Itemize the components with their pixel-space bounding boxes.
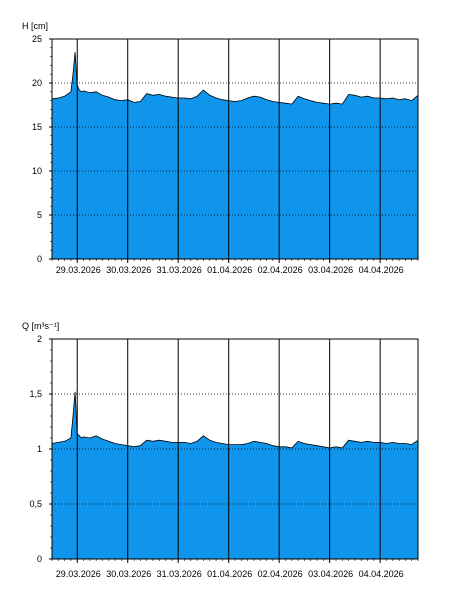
y-tick-label: 15 [32,122,42,132]
y-tick-label: 0 [37,554,42,564]
x-tick-label: 30.03.2026 [106,569,151,579]
y-tick-label: 0 [37,254,42,264]
data-area [52,391,418,559]
x-tick-label: 02.04.2026 [258,569,303,579]
x-tick-label: 29.03.2026 [56,265,101,275]
x-tick-label: 01.04.2026 [207,569,252,579]
y-tick-label: 10 [32,166,42,176]
x-tick-label: 30.03.2026 [106,265,151,275]
y-tick-label: 1 [37,444,42,454]
y-tick-label: 0,5 [29,499,42,509]
data-line [51,52,419,105]
x-tick-label: 03.04.2026 [308,265,353,275]
x-tick-label: 04.04.2026 [359,569,404,579]
plot-frame [51,38,419,260]
y-axis-label: H [cm] [22,21,48,31]
y-axis-label: Q [m³s⁻¹] [22,321,59,331]
y-tick-label: 1,5 [29,389,42,399]
x-tick-label: 31.03.2026 [157,265,202,275]
x-tick-label: 02.04.2026 [258,265,303,275]
x-tick-label: 04.04.2026 [359,265,404,275]
data-line [51,391,419,449]
x-tick-label: 29.03.2026 [56,569,101,579]
y-tick-label: 5 [37,210,42,220]
y-tick-label: 20 [32,78,42,88]
x-tick-label: 03.04.2026 [308,569,353,579]
y-tick-label: 25 [32,34,42,44]
x-tick-label: 01.04.2026 [207,265,252,275]
plot-frame [51,338,419,560]
y-tick-label: 2 [37,334,42,344]
x-tick-label: 31.03.2026 [157,569,202,579]
